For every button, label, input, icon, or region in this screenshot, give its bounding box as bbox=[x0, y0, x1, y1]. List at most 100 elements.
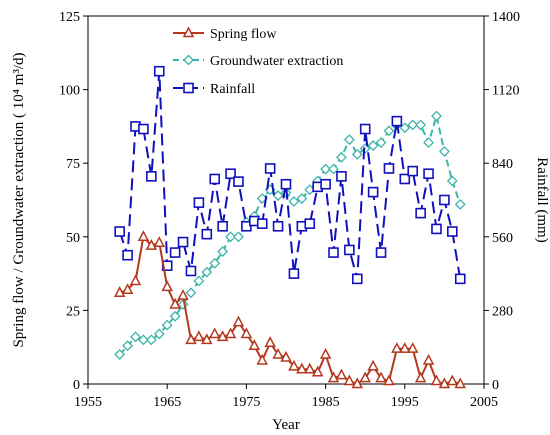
spring-flow-point bbox=[296, 362, 308, 374]
legend-item-rainfall: Rainfall bbox=[173, 82, 255, 97]
spring-flow-point bbox=[256, 353, 268, 365]
spring-flow-point bbox=[391, 342, 403, 353]
spring-flow-point bbox=[367, 359, 379, 371]
groundwater-extraction-point bbox=[383, 125, 395, 137]
spring-flow-point bbox=[272, 347, 284, 359]
groundwater-extraction-point bbox=[225, 231, 236, 243]
x-tick-label: 1975 bbox=[232, 395, 260, 410]
groundwater-extraction-point bbox=[336, 151, 347, 163]
x-tick-label: 1985 bbox=[312, 395, 340, 410]
rainfall-point bbox=[407, 165, 419, 177]
right-y-tick-label: 1120 bbox=[492, 84, 519, 99]
rainfall-point bbox=[185, 265, 197, 277]
spring-flow-point bbox=[177, 289, 189, 300]
rainfall-point bbox=[359, 123, 371, 135]
groundwater-extraction-point bbox=[438, 146, 450, 157]
groundwater-extraction-point bbox=[407, 119, 419, 131]
rainfall-point bbox=[375, 247, 387, 258]
rainfall-point bbox=[423, 168, 434, 180]
spring-flow-point bbox=[280, 350, 292, 362]
right-y-tick-label: 0 bbox=[492, 378, 499, 393]
left-y-tick-label: 50 bbox=[66, 231, 80, 246]
x-tick-label: 2005 bbox=[470, 395, 498, 410]
rainfall-point bbox=[280, 178, 292, 190]
spring-flow-point bbox=[406, 342, 419, 353]
spring-flow-point bbox=[430, 374, 443, 386]
right-y-axis-title: Rainfall (mm) bbox=[534, 157, 550, 242]
rainfall-point bbox=[399, 173, 411, 185]
groundwater-extraction-point bbox=[343, 134, 355, 146]
right-y-tick-label: 560 bbox=[492, 231, 513, 246]
rainfall-point bbox=[328, 247, 339, 258]
spring-flow-point bbox=[208, 327, 221, 339]
rainfall-point bbox=[177, 236, 189, 248]
rainfall-point bbox=[264, 163, 276, 174]
spring-flow-point bbox=[399, 342, 411, 353]
legend-marker-rainfall bbox=[183, 82, 194, 94]
left-y-tick-label: 25 bbox=[66, 304, 80, 319]
groundwater-extraction-point bbox=[193, 275, 205, 287]
spring-flow-point bbox=[343, 374, 356, 386]
groundwater-extraction-point bbox=[201, 266, 213, 278]
rainfall-point bbox=[153, 65, 165, 77]
groundwater-extraction-point bbox=[272, 190, 284, 202]
series-layer bbox=[113, 65, 466, 389]
x-tick-label: 1995 bbox=[391, 395, 419, 410]
left-y-tick-label: 125 bbox=[59, 10, 80, 25]
spring-flow-point bbox=[438, 377, 451, 389]
groundwater-extraction-point bbox=[138, 334, 149, 346]
rainfall-series bbox=[114, 65, 466, 285]
legend-item-groundwater-extraction: Groundwater extraction bbox=[173, 54, 343, 69]
groundwater-extraction-point bbox=[169, 310, 181, 322]
x-tick-label: 1965 bbox=[153, 395, 181, 410]
groundwater-extraction-point bbox=[145, 334, 157, 346]
spring-flow-point bbox=[145, 239, 158, 250]
rainfall-point bbox=[169, 247, 181, 258]
spring-flow-point bbox=[240, 327, 253, 339]
legend-marker-groundwater-extraction bbox=[183, 54, 194, 66]
spring-flow-point bbox=[335, 368, 348, 380]
groundwater-extraction-point bbox=[296, 193, 308, 204]
rainfall-point bbox=[193, 197, 205, 208]
rainfall-point bbox=[217, 220, 228, 232]
rainfall-point bbox=[122, 249, 133, 261]
spring-flow-point bbox=[288, 359, 300, 371]
groundwater-extraction-point bbox=[454, 198, 466, 210]
rainfall-point bbox=[114, 226, 125, 237]
rainfall-point bbox=[351, 273, 363, 285]
spring-flow-point bbox=[422, 353, 435, 365]
groundwater-extraction-point bbox=[328, 163, 339, 175]
legend-label-rainfall: Rainfall bbox=[210, 82, 255, 97]
rainfall-point bbox=[367, 186, 379, 198]
rainfall-point bbox=[256, 218, 268, 229]
spring-flow-point bbox=[201, 333, 213, 345]
spring-flow-point bbox=[153, 236, 166, 247]
rainfall-point bbox=[320, 178, 331, 190]
spring-flow-point bbox=[129, 274, 142, 286]
spring-flow-point bbox=[224, 327, 237, 339]
groundwater-extraction-point bbox=[130, 331, 141, 343]
axes: 1955 1965 1975 1985 1995 2005 0 25 50 75 100 125 0 28… bbox=[59, 10, 520, 410]
legend-label-groundwater-extraction: Groundwater extraction bbox=[210, 54, 343, 69]
groundwater-extraction-point bbox=[185, 287, 197, 299]
legend-label-spring-flow: Spring flow bbox=[210, 27, 277, 42]
rainfall-point bbox=[431, 223, 442, 235]
groundwater-extraction-point bbox=[288, 196, 300, 207]
right-y-tick-label: 1400 bbox=[492, 10, 520, 25]
spring-flow-point bbox=[359, 371, 371, 383]
legend-marker-spring-flow bbox=[182, 26, 195, 38]
groundwater-extraction-point bbox=[114, 349, 126, 360]
groundwater-extraction-point bbox=[446, 175, 458, 187]
groundwater-extraction-point bbox=[431, 110, 442, 122]
groundwater-extraction-point bbox=[423, 137, 434, 149]
spring-flow-point bbox=[375, 371, 387, 383]
rainfall-point bbox=[233, 176, 244, 187]
spring-flow-point bbox=[327, 371, 340, 383]
spring-flow-point bbox=[311, 365, 324, 377]
rainfall-point bbox=[138, 123, 149, 135]
spring-flow-point bbox=[248, 339, 261, 350]
spring-flow-point bbox=[414, 371, 427, 383]
left-y-tick-label: 75 bbox=[66, 157, 80, 172]
spring-flow-point bbox=[185, 333, 197, 345]
